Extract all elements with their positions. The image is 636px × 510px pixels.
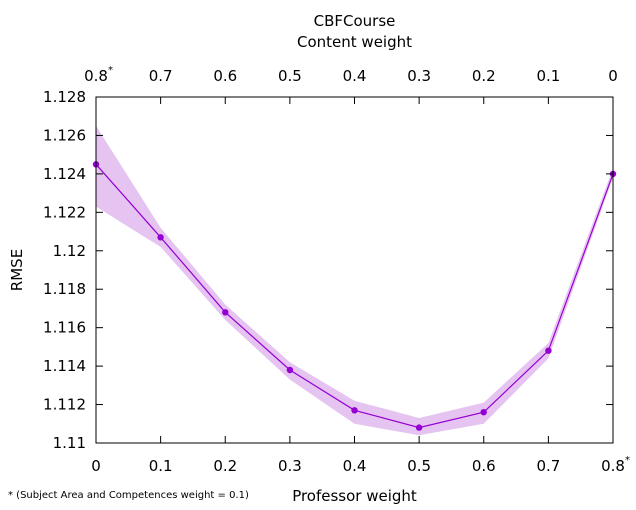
x-tick-label: 0.7 — [536, 457, 560, 475]
footnote: * (Subject Area and Competences weight =… — [8, 490, 249, 501]
data-point — [545, 347, 552, 354]
y-tick-label: 1.128 — [43, 88, 86, 106]
y-tick-label: 1.116 — [43, 319, 86, 337]
y-tick-label: 1.122 — [43, 203, 86, 221]
data-point — [286, 366, 294, 374]
bottom-asterisk: * — [625, 455, 630, 466]
x-tick-label: 0.6 — [472, 457, 496, 475]
y-tick-label: 1.118 — [43, 280, 86, 298]
tick-mark-layer — [95, 96, 614, 444]
top-tick-label: 0.7 — [149, 67, 173, 85]
data-point — [480, 409, 487, 416]
y-tick-label: 1.114 — [43, 357, 86, 375]
top-tick-label: 0.6 — [213, 67, 237, 85]
x-tick-label: 0.1 — [149, 457, 173, 475]
y-tick-label: 1.112 — [43, 396, 86, 414]
x-tick-label: 0.4 — [343, 457, 367, 475]
y-axis-label: RMSE — [8, 249, 26, 291]
x-axis-label: Professor weight — [292, 487, 417, 505]
plot-frame — [95, 96, 614, 444]
y-tick-label: 1.124 — [43, 165, 86, 183]
top-tick-label: 0.3 — [407, 67, 431, 85]
y-tick-label: 1.126 — [43, 126, 86, 144]
tick-label-layer: 0 0.8 0.1 0.7 0.2 0.6 0.3 0.5 0.4 0.4 0.5 0.3 0.6 0.2… — [43, 65, 630, 475]
top-axis-label: Content weight — [297, 33, 412, 51]
data-point — [157, 234, 164, 241]
x-tick-label: 0.5 — [407, 457, 431, 475]
y-tick-label: 1.12 — [53, 242, 86, 260]
x-tick-label: 0.2 — [213, 457, 237, 475]
data-point-layer — [92, 161, 617, 431]
data-point — [415, 424, 423, 431]
data-point — [351, 407, 358, 414]
confidence-band-layer — [96, 125, 613, 436]
confidence-band — [96, 125, 613, 436]
top-tick-label: 0.2 — [472, 67, 496, 85]
series-line-layer — [95, 163, 614, 429]
top-asterisk: * — [108, 65, 113, 76]
x-tick-label: 0.8 — [601, 457, 625, 475]
data-point — [222, 309, 229, 316]
top-tick-label: 0.4 — [343, 67, 367, 85]
x-tick-label: 0 — [91, 457, 101, 475]
y-tick-label: 1.11 — [53, 434, 86, 452]
top-tick-label: 0.1 — [536, 67, 560, 85]
series-line — [95, 163, 614, 429]
top-tick-label: 0.8 — [84, 67, 108, 85]
top-tick-label: 0 — [608, 67, 618, 85]
x-tick-label: 0.3 — [278, 457, 302, 475]
chart-title: CBFCourse — [314, 12, 396, 30]
top-tick-label: 0.5 — [278, 67, 302, 85]
